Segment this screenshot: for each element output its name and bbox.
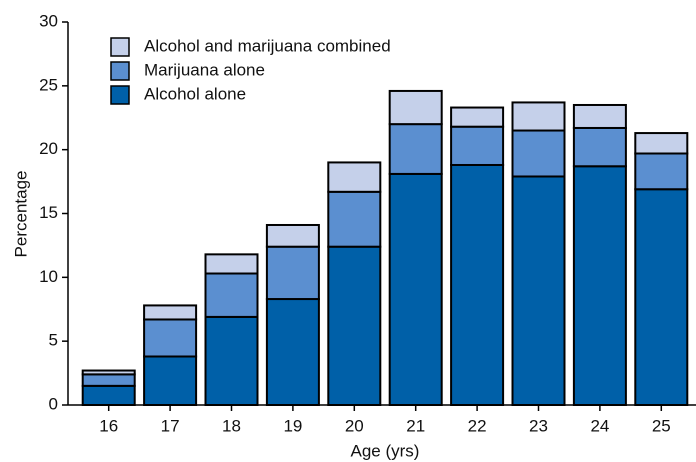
bar-segment [204,272,259,318]
y-tick-label: 5 [49,331,58,350]
x-tick-label: 25 [652,416,671,435]
bar-segment [265,223,320,248]
x-tick-label: 18 [222,416,241,435]
bar-segment [450,125,505,166]
legend-swatch [110,37,130,57]
bar-segment [450,163,505,406]
x-tick-label: 16 [99,416,118,435]
x-axis-label: Age (yrs) [351,441,420,460]
legend-label: Marijuana alone [144,60,265,79]
bar-segment [450,106,505,128]
x-tick-label: 21 [406,416,425,435]
y-tick-label: 15 [39,203,58,222]
bar-segment [572,103,627,129]
bar-segment [511,129,566,178]
y-tick-label: 10 [39,267,58,286]
y-tick-label: 20 [39,139,58,158]
bar-segment [265,245,320,301]
legend-swatch [110,85,130,105]
bar-segment [81,384,136,407]
y-tick-label: 0 [49,394,58,413]
bar-segment [572,126,627,168]
bar-segment [265,298,320,406]
bar-segment [634,152,689,191]
bar-segment [388,172,443,406]
x-tick-label: 17 [161,416,180,435]
bar-segment [327,245,382,406]
bar-segment [143,355,198,406]
x-tick-label: 20 [345,416,364,435]
bar-segment [634,132,689,155]
x-tick-label: 19 [283,416,302,435]
bar-segment [81,373,136,387]
bar-segment [327,190,382,248]
y-axis-label: Percentage [11,171,30,258]
bar-segment [511,101,566,132]
bar-segment [204,315,259,406]
bar-segment [81,369,136,376]
x-tick-label: 22 [468,416,487,435]
bar-segment [634,188,689,406]
y-tick-label: 25 [39,75,58,94]
bar-segment [204,253,259,275]
y-tick-label: 30 [39,11,58,30]
legend-swatch [110,61,130,81]
bar-segment [327,161,382,193]
x-tick-label: 24 [590,416,609,435]
bar-segment [143,304,198,321]
bar-segment [572,165,627,406]
bar-segment [143,318,198,358]
legend-label: Alcohol alone [144,84,246,103]
bar-segment [511,175,566,406]
bar-segment [388,89,443,126]
bar-segment [388,123,443,175]
legend-label: Alcohol and marijuana combined [144,36,391,55]
x-tick-label: 23 [529,416,548,435]
